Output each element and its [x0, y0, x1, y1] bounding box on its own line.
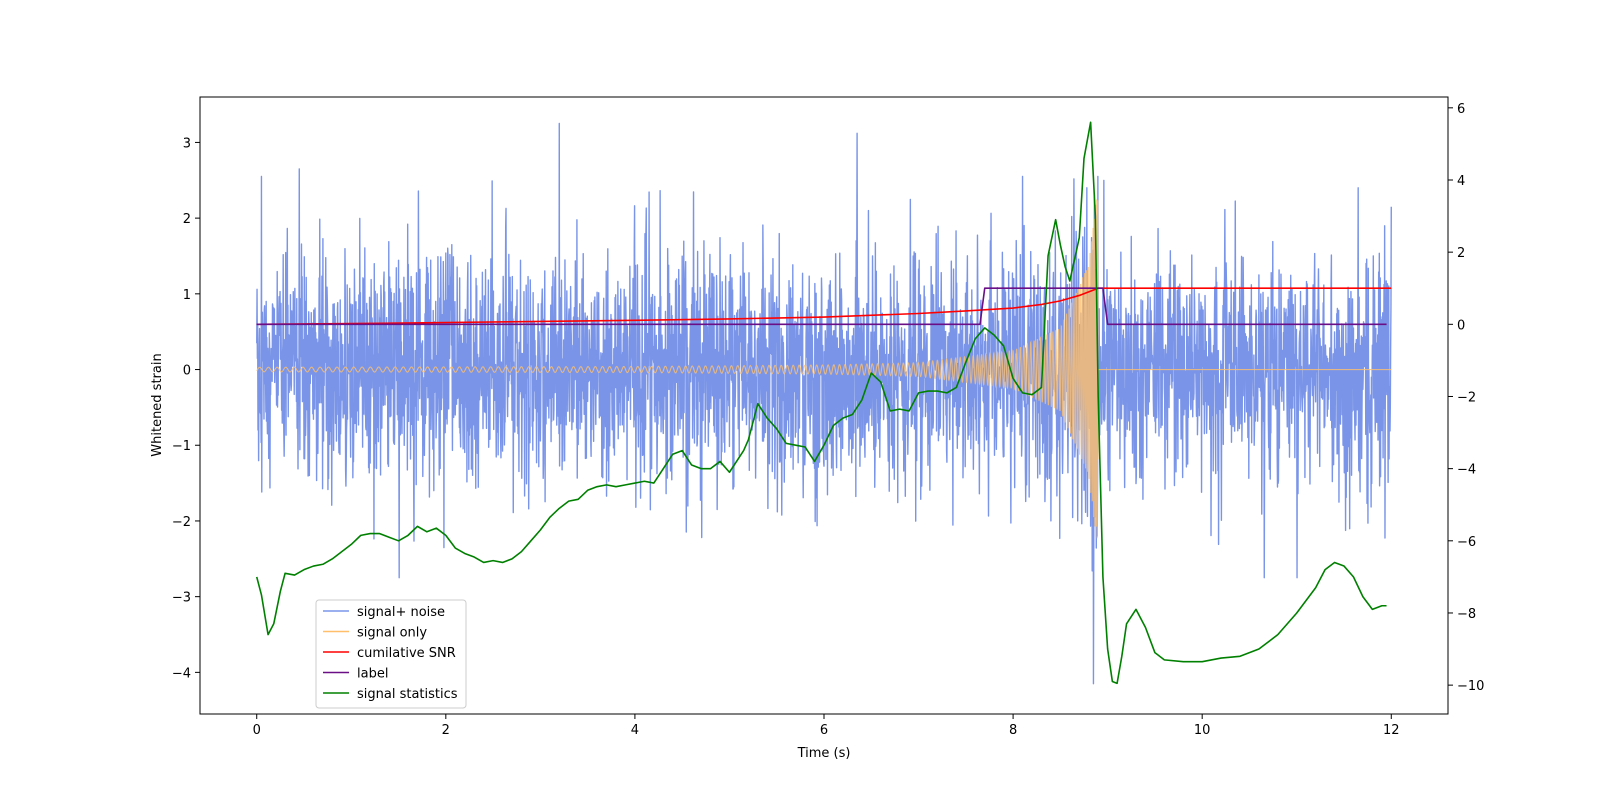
legend-label: signal statistics — [357, 687, 458, 702]
series-signal-only — [256, 199, 1392, 539]
legend-label: signal only — [357, 626, 427, 641]
series-signal-noise — [256, 122, 1392, 685]
y2-tick-label: 6 — [1457, 102, 1465, 117]
legend-label: label — [357, 667, 388, 682]
y2-tick-label: −10 — [1457, 679, 1484, 694]
y2-tick-label: −8 — [1457, 607, 1476, 622]
legend-label: cumilative SNR — [357, 646, 456, 661]
y2-tick-label: −6 — [1457, 535, 1476, 550]
series-label — [256, 287, 1387, 326]
x-tick-label: 8 — [1009, 723, 1017, 738]
y-tick-label: 1 — [183, 288, 191, 303]
series-layer — [255, 121, 1392, 685]
y-tick-label: −1 — [172, 439, 191, 454]
x-tick-label: 10 — [1194, 723, 1211, 738]
y2-tick-label: −4 — [1457, 463, 1476, 478]
x-tick-label: 4 — [631, 723, 639, 738]
x-axis-label: Time (s) — [797, 746, 851, 761]
y2-tick-label: 2 — [1457, 246, 1465, 261]
y2-tick-label: 0 — [1457, 318, 1465, 333]
legend-box — [315, 599, 467, 709]
y-tick-label: 2 — [183, 212, 191, 227]
x-tick-label: 12 — [1383, 723, 1400, 738]
x-tick-label: 2 — [442, 723, 450, 738]
x-tick-label: 0 — [253, 723, 261, 738]
legend-label: signal+ noise — [357, 605, 445, 620]
legend: signal+ noise signal only cumilative SNR la… — [315, 599, 467, 709]
series-cumilative-snr — [256, 287, 1392, 326]
x-tick-label: 6 — [820, 723, 828, 738]
y2-tick-label: 4 — [1457, 174, 1465, 189]
y2-tick-label: −2 — [1457, 390, 1476, 405]
y-tick-label: 3 — [183, 136, 191, 151]
y-tick-label: −2 — [172, 515, 191, 530]
y-tick-label: 0 — [183, 364, 191, 379]
series-signal-statistics — [255, 121, 1387, 685]
y-tick-label: −4 — [172, 666, 191, 681]
y-tick-label: −3 — [172, 591, 191, 606]
y-axis-label: Whitened strain — [150, 353, 165, 456]
